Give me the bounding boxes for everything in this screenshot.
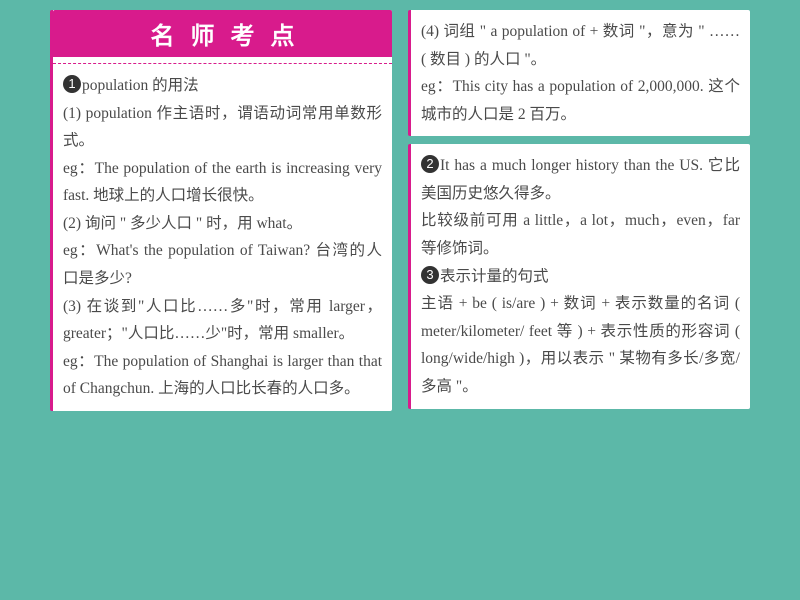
point1-b: (2) 询问 " 多少人口 " 时，用 what。: [63, 215, 302, 232]
right-top-content: (4) 词组 " a population of + 数词 "，意为 " …… …: [421, 18, 740, 128]
left-column: 名师考点 1population 的用法 (1) population 作主语时…: [50, 10, 392, 590]
point2-note: 比较级前可用 a little，a lot，much，even，far 等修饰词…: [421, 212, 740, 257]
point2: It has a much longer history than the US…: [421, 157, 740, 202]
point3-body: 主语 + be ( is/are ) + 数词 + 表示数量的名词 ( mete…: [421, 295, 740, 395]
right-bottom-panel: 2It has a much longer history than the U…: [408, 144, 750, 408]
point1-eg3: eg：The population of Shanghai is larger …: [63, 353, 382, 398]
circle-1-icon: 1: [63, 75, 81, 93]
left-content: 1population 的用法 (1) population 作主语时，谓语动词…: [63, 72, 382, 403]
right-top-panel: (4) 词组 " a population of + 数词 "，意为 " …… …: [408, 10, 750, 136]
circle-2-icon: 2: [421, 155, 439, 173]
point1-d: (4) 词组 " a population of + 数词 "，意为 " …… …: [421, 23, 740, 68]
right-column: (4) 词组 " a population of + 数词 "，意为 " …… …: [408, 10, 750, 590]
point3: 表示计量的句式: [440, 268, 549, 285]
point1-title: population 的用法: [82, 77, 199, 94]
header-title: 名师考点: [53, 10, 392, 57]
right-bottom-content: 2It has a much longer history than the U…: [421, 152, 740, 400]
point1-a: (1) population 作主语时，谓语动词常用单数形式。: [63, 105, 382, 150]
point1-c: (3) 在谈到"人口比……多"时，常用 larger，greater；"人口比……: [63, 298, 382, 343]
circle-3-icon: 3: [421, 266, 439, 284]
left-panel: 名师考点 1population 的用法 (1) population 作主语时…: [50, 10, 392, 411]
header-divider: [53, 63, 392, 64]
point1-eg1: eg：The population of the earth is increa…: [63, 160, 382, 205]
point1-eg4: eg：This city has a population of 2,000,0…: [421, 78, 740, 123]
point1-eg2: eg：What's the population of Tai­wan? 台湾的…: [63, 242, 382, 287]
